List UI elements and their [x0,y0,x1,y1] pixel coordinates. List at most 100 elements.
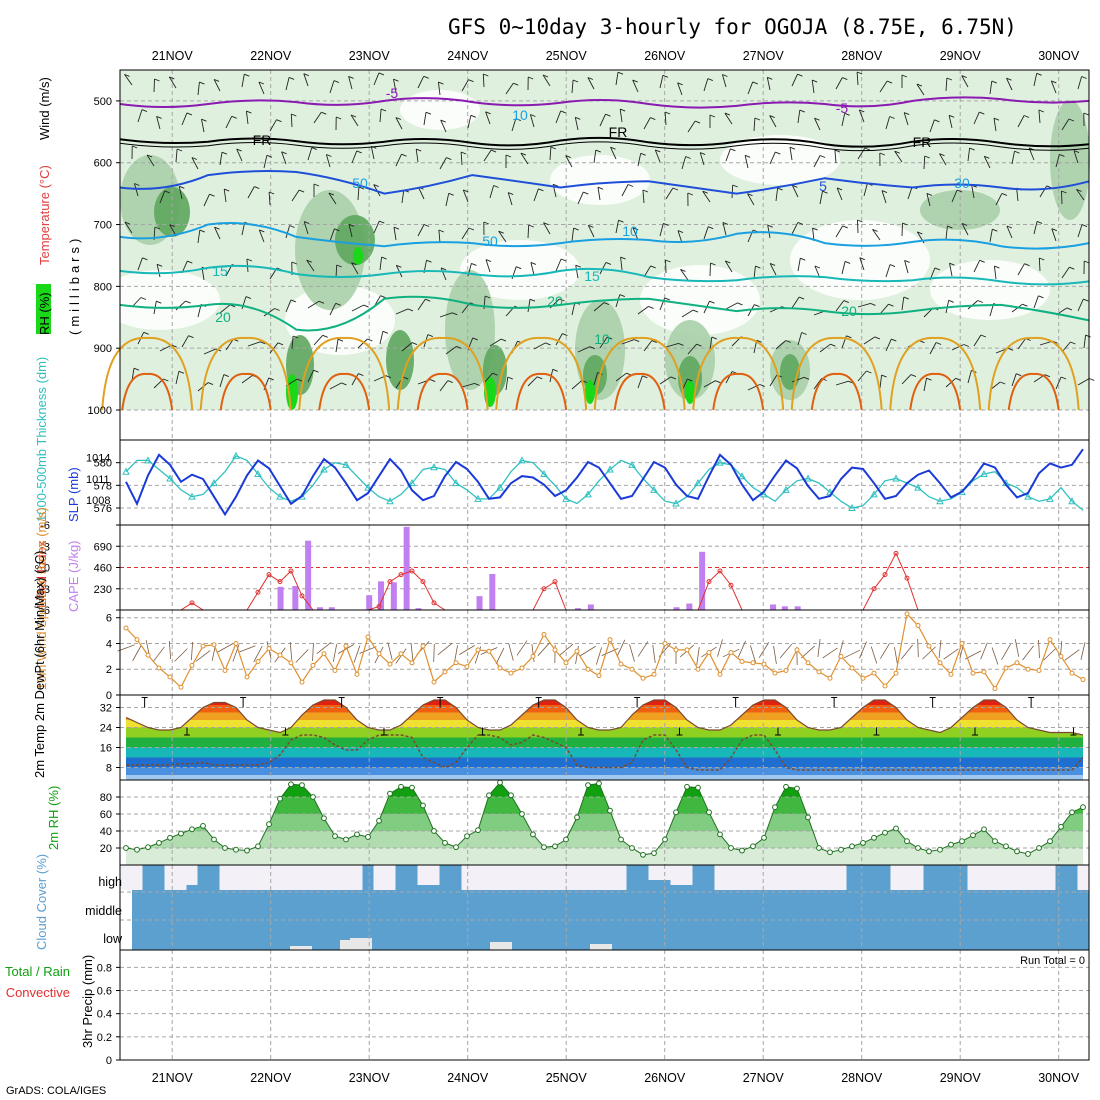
high-cloud-gap [582,865,594,890]
wind-barb [241,296,247,310]
lifted-index-marker [299,593,305,599]
wind-barb [885,264,891,278]
precip-tick-label: 0 [106,1055,112,1067]
temperature-contour-30 [810,372,863,411]
cape-bar [328,607,335,610]
high-cloud-gap [417,865,429,885]
wind-barb [543,222,551,235]
temperature-band [126,737,1083,748]
high-cloud-gap [593,865,605,890]
wind-barb-flag [550,146,557,150]
wind-barb-flag [979,111,985,115]
wind-barb [485,111,491,125]
wind-barb-flag [993,117,1000,121]
wind-barb [303,221,309,235]
lifted-index-marker [431,600,437,606]
precip-total-label: Total / Rain [5,964,70,979]
thickness-marker [738,472,746,480]
wind-speed-marker [860,675,866,681]
wind-barb-flag [1036,72,1042,76]
wind-barb [175,148,178,163]
wind-barb [440,119,447,133]
upper-air-grid [120,70,1089,440]
thickness-marker [496,483,504,491]
contour-label: -5 [836,100,849,116]
wind-barb-flag [335,302,341,306]
rh-marker [783,783,789,790]
cape-bar [403,526,410,610]
wind-barb-flag [133,367,140,371]
wind-barb [303,73,309,87]
precip-axis-label: 3hr Precip (mm) [80,955,95,1048]
rh-marker [948,841,954,848]
wind-barb-flag [334,228,340,232]
wind-barb [485,259,491,273]
wind-speed-marker [486,648,492,654]
thickness-marker [628,460,636,468]
wind-barb-flag [948,114,955,118]
wind-barb-flag [926,192,933,196]
surface-wind-barb [859,641,867,659]
wind-barb-flag [1051,228,1057,232]
rh-marker [211,836,217,843]
thickness-marker [210,479,218,487]
thickness-marker [584,490,592,498]
wind-barb [156,116,161,130]
wind-barb-flag [321,111,327,115]
wind-barb-flag [246,258,253,262]
wind-speed-marker [849,665,855,671]
wind-speed-marker [728,650,734,655]
wind-barb-flag [505,154,512,158]
surface-wind-barb [637,641,649,657]
rh-marker [607,807,613,814]
wind-barb-flag [664,297,670,301]
slp-grid [120,440,1089,525]
high-cloud-gap [901,865,913,890]
rh-marker [871,834,877,841]
wind-barb-flag [1007,347,1014,351]
high-cloud-gap [494,865,506,890]
wind-axis-label: Wind (m/s) [37,77,52,140]
wind-barb-flag [1068,118,1075,122]
wind-barb-flag [618,219,624,223]
slp-axis-label: SLP (mb) [66,467,81,522]
cape-bar [277,586,284,610]
wind-barb-flag [724,112,731,116]
wind-barb-flag [634,339,640,343]
wind-barb-flag [754,304,760,308]
wind-barb-flag [207,382,214,386]
rh-marker [1047,838,1053,845]
wind-barb-flag [1022,303,1028,307]
wind-barb [687,343,697,355]
wind-barb [335,339,339,353]
cape-bars [277,526,801,610]
thickness-marker [650,485,658,493]
rh-marker [497,779,503,786]
high-cloud-gap [230,865,242,890]
high-cloud-gap [560,865,572,890]
wind-barb-flag [333,80,340,84]
wind-barb [643,265,652,278]
wind-barb-flag [956,189,963,193]
wind-barb-flag [507,376,513,380]
thickness-marker [914,483,922,491]
cape-bar [378,581,385,610]
rh-saturated-region [685,380,695,404]
low-cloud-gap [350,938,372,950]
wind-speed-marker [805,660,811,666]
wind-barb-flag [651,340,657,344]
wind-barb-flag [857,219,863,223]
wind-barb [329,228,335,242]
wind-barb [687,120,696,133]
wind-speed-marker [530,653,536,659]
wind-barb-flag [707,78,713,82]
rh-marker [981,826,987,833]
wind-barb-flag [146,154,153,158]
wind-barb [593,150,597,164]
wind-barb-flag [1023,115,1030,118]
rh-marker [651,850,657,856]
wind-barb [219,152,223,166]
temp-axis-label: 2m Temp 2m DewPt (6hr Min/Max) (°C) [32,551,47,778]
wind-barb-flag [143,331,149,335]
temperature-contour-25 [790,336,883,411]
